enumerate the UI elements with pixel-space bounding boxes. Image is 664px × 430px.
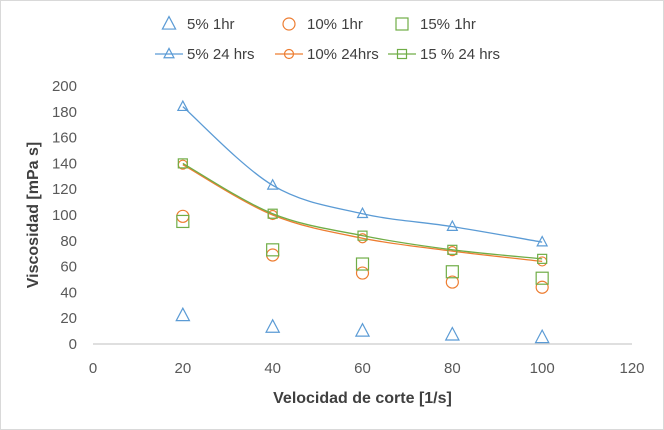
legend-label: 10% 1hr [307, 16, 363, 33]
legend-label: 15% 1hr [420, 16, 476, 33]
series-1 [176, 209, 549, 294]
x-tick-label: 60 [354, 360, 371, 377]
data-point [177, 158, 188, 169]
x-tick-label: 20 [174, 360, 191, 377]
data-point [266, 178, 279, 190]
data-point [176, 99, 189, 112]
data-point [535, 280, 549, 294]
y-tick-label: 160 [52, 130, 77, 147]
y-tick-label: 20 [60, 310, 77, 327]
y-tick-label: 60 [60, 259, 77, 276]
x-tick-label: 0 [89, 360, 97, 377]
x-axis-title: Velocidad de corte [1/s] [273, 390, 452, 407]
series-line [182, 162, 543, 260]
y-axis-title: Viscosidad [mPa s] [25, 142, 42, 288]
series-2 [176, 214, 549, 285]
data-point [537, 253, 548, 264]
data-point [265, 318, 281, 333]
y-axis-ticks: 0 20 40 60 80 100 120 140 160 180 200 [52, 78, 77, 353]
x-tick-label: 120 [619, 360, 644, 377]
data-point [535, 271, 549, 285]
series-3 [176, 99, 549, 247]
y-tick-label: 40 [60, 284, 77, 301]
y-tick-label: 0 [69, 336, 77, 353]
data-point [446, 219, 459, 231]
legend-marker [283, 48, 295, 60]
x-axis-ticks: 0 20 40 60 80 100 120 [89, 360, 645, 377]
data-point [444, 326, 460, 341]
legend-label: 15 % 24 hrs [420, 46, 500, 63]
series-line [182, 106, 543, 243]
x-tick-label: 80 [444, 360, 461, 377]
y-tick-label: 100 [52, 207, 77, 224]
data-point [447, 244, 458, 255]
legend: 5% 1hr 10% 1hr 15% 1hr 5% 24 hrs 10% 24hrs 15… [155, 15, 500, 63]
data-point [536, 235, 549, 247]
data-point [176, 214, 190, 229]
x-tick-label: 100 [530, 360, 555, 377]
y-tick-label: 120 [52, 181, 77, 198]
data-point [445, 275, 459, 289]
data-point [354, 322, 371, 337]
y-tick-label: 140 [52, 155, 77, 172]
data-point [176, 209, 190, 223]
data-point [355, 266, 370, 280]
data-point [356, 206, 369, 219]
legend-label: 5% 1hr [187, 16, 235, 33]
data-point [355, 257, 370, 271]
series-line [182, 164, 543, 263]
legend-label: 10% 24hrs [307, 46, 379, 63]
legend-marker [163, 47, 175, 59]
data-point [445, 265, 459, 279]
series-5 [177, 158, 548, 264]
series-layer [175, 99, 550, 344]
series-0 [175, 306, 550, 344]
legend-marker [396, 48, 408, 60]
data-point [175, 306, 191, 322]
legend-marker [161, 15, 177, 30]
legend-marker [395, 17, 409, 31]
data-point [534, 328, 550, 344]
x-tick-label: 40 [264, 360, 281, 377]
legend-label: 5% 24 hrs [187, 46, 255, 63]
y-tick-label: 180 [52, 104, 77, 121]
data-point [266, 243, 280, 257]
legend-marker [282, 17, 296, 31]
data-point [266, 248, 280, 262]
data-point [357, 230, 368, 241]
y-tick-label: 80 [60, 233, 77, 250]
y-tick-label: 200 [52, 78, 77, 95]
data-point [267, 208, 278, 219]
